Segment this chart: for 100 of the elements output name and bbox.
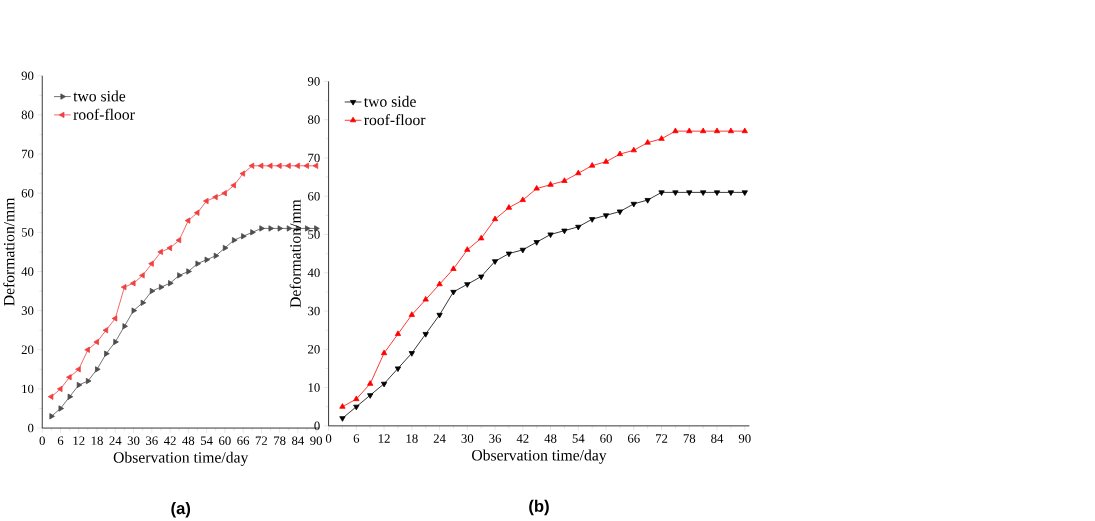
point [257,162,264,170]
point [294,162,300,170]
point [561,228,568,235]
point [380,381,388,388]
point [276,162,282,170]
point [303,162,309,170]
y-tick-label: 0 [314,421,320,431]
x-tick-label: 30 [461,434,474,443]
x-tick-label: 66 [627,434,640,443]
x-tick-label: 0 [39,436,45,446]
y-axis-title: Deformation/mm [3,197,15,306]
point [149,288,156,295]
point [204,256,211,263]
y-axis-title: Deformation/mm [289,199,301,308]
point [602,213,610,219]
point [686,190,693,197]
point [166,245,173,252]
x-tick-label: 54 [572,434,585,443]
point [122,323,128,330]
point [616,209,624,216]
point [464,282,471,288]
x-tick-label: 42 [516,434,529,443]
x-tick-label: 0 [325,434,332,443]
point [58,405,65,412]
point [85,378,92,385]
point [464,246,471,252]
y-tick-label: 50 [308,230,320,239]
point [547,232,554,239]
point [589,217,596,223]
y-tick-label: 80 [308,115,320,125]
y-tick-label: 70 [22,149,34,159]
point [478,274,485,281]
point [93,338,99,346]
y-tick-label: 20 [308,345,320,354]
y-tick-label: 50 [21,228,34,237]
x-tick-label: 60 [219,436,231,446]
point [713,127,721,134]
point [213,252,220,260]
point [700,127,707,134]
point [222,245,229,252]
x-tick-label: 84 [292,436,305,446]
y-tick-label: 70 [308,153,320,163]
x-tick-label: 24 [109,436,122,445]
legend-label: two side [73,90,126,102]
point [519,196,526,203]
text: (a) [171,502,191,518]
point [193,209,200,216]
x-tick-label: 18 [406,434,418,443]
x-tick-label: 24 [433,434,446,443]
y-tick-label: 0 [28,423,34,433]
x-tick-label: 84 [711,434,724,443]
x-tick-label: 66 [237,436,250,446]
x-tick-label: 30 [127,436,140,446]
point [195,260,201,267]
point [422,296,429,302]
x-tick-label: 12 [378,434,390,443]
y-tick-label: 60 [308,192,320,201]
point [241,233,247,240]
x-tick-label: 48 [544,434,557,443]
point [158,284,165,291]
point [672,190,679,197]
x-axis-title: Observation time/day [113,451,249,467]
point [259,225,265,232]
point [561,177,568,183]
x-tick-label: 18 [91,436,103,446]
y-tick-label: 20 [21,345,34,355]
x-tick-label: 36 [489,434,502,443]
point [113,338,119,346]
point [148,260,154,267]
y-tick-label: 10 [22,384,34,394]
point [212,194,218,201]
point [533,185,540,191]
point [186,268,192,275]
y-tick-label: 90 [21,71,34,81]
point [741,127,748,134]
point [95,366,101,373]
point [380,349,388,356]
point [353,404,360,411]
point [130,280,136,287]
point [221,190,227,197]
point [104,350,110,357]
point [266,162,273,170]
point [505,204,513,210]
point [616,150,624,157]
x-tick-label: 78 [683,434,696,443]
point [120,284,127,291]
point [56,385,63,393]
point [239,170,246,177]
y-tick-label: 60 [21,189,34,198]
point [285,162,291,170]
point [450,290,457,296]
point [394,330,402,337]
point [203,198,209,205]
point [436,280,443,287]
point [367,393,374,399]
point [533,240,540,246]
point [658,190,665,197]
point [84,346,90,353]
point [353,395,360,402]
point [478,234,485,241]
